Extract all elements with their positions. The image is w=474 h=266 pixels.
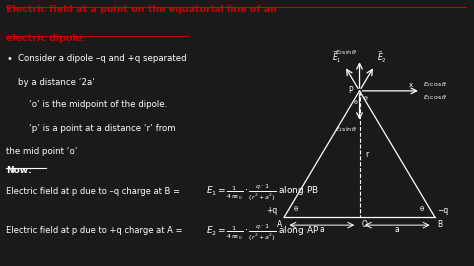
Text: •: • — [6, 54, 12, 64]
Text: θ: θ — [294, 206, 298, 212]
Text: θ: θ — [364, 96, 367, 101]
Text: Consider a dipole –q and +q separated: Consider a dipole –q and +q separated — [18, 54, 186, 63]
Text: a: a — [319, 225, 324, 234]
Text: Electric field at a point on the equatorial line of an: Electric field at a point on the equator… — [6, 5, 277, 14]
Text: $E_2 = \frac{1}{4\pi\varepsilon_0} \cdot \frac{q \cdot 1}{(r^2+a^2)}$ along AP: $E_2 = \frac{1}{4\pi\varepsilon_0} \cdot… — [206, 222, 320, 243]
Text: a: a — [395, 225, 400, 234]
Text: ‘p’ is a point at a distance ‘r’ from: ‘p’ is a point at a distance ‘r’ from — [18, 124, 175, 133]
Text: P: P — [348, 86, 353, 95]
Text: the mid point ‘o’: the mid point ‘o’ — [6, 147, 78, 156]
Text: ‘o’ is the midpoint of the dipole.: ‘o’ is the midpoint of the dipole. — [18, 100, 167, 109]
Text: A: A — [276, 220, 282, 229]
Text: Electric field at p due to +q charge at A =: Electric field at p due to +q charge at … — [6, 226, 185, 235]
Text: $E_1 = \frac{1}{4\pi\varepsilon_0} \cdot \frac{q \cdot 1}{(r^2+a^2)}$ along PB: $E_1 = \frac{1}{4\pi\varepsilon_0} \cdot… — [206, 183, 319, 203]
Text: B: B — [438, 220, 442, 229]
Text: $E_1\cos\theta$: $E_1\cos\theta$ — [423, 93, 447, 102]
Text: $E_1\sin\theta$: $E_1\sin\theta$ — [335, 125, 357, 134]
Text: electric dipole:: electric dipole: — [6, 34, 86, 43]
Text: by a distance ‘2a’: by a distance ‘2a’ — [18, 78, 95, 87]
Text: Electric field at p due to –q charge at B =: Electric field at p due to –q charge at … — [6, 187, 182, 196]
Text: +q: +q — [266, 206, 277, 215]
Text: θ: θ — [419, 206, 424, 212]
Text: $\vec{E}_1$: $\vec{E}_1$ — [332, 49, 342, 65]
Text: −q: −q — [438, 206, 448, 215]
Text: O: O — [362, 220, 368, 229]
Text: $\vec{E}_2$: $\vec{E}_2$ — [377, 49, 387, 65]
Text: x: x — [409, 82, 413, 88]
Text: r: r — [365, 149, 368, 159]
Text: Now:: Now: — [6, 166, 32, 175]
Text: θ: θ — [354, 100, 358, 105]
Text: $E_2\cos\theta$: $E_2\cos\theta$ — [423, 80, 447, 89]
Text: $E_2\sin\theta$: $E_2\sin\theta$ — [335, 48, 357, 57]
